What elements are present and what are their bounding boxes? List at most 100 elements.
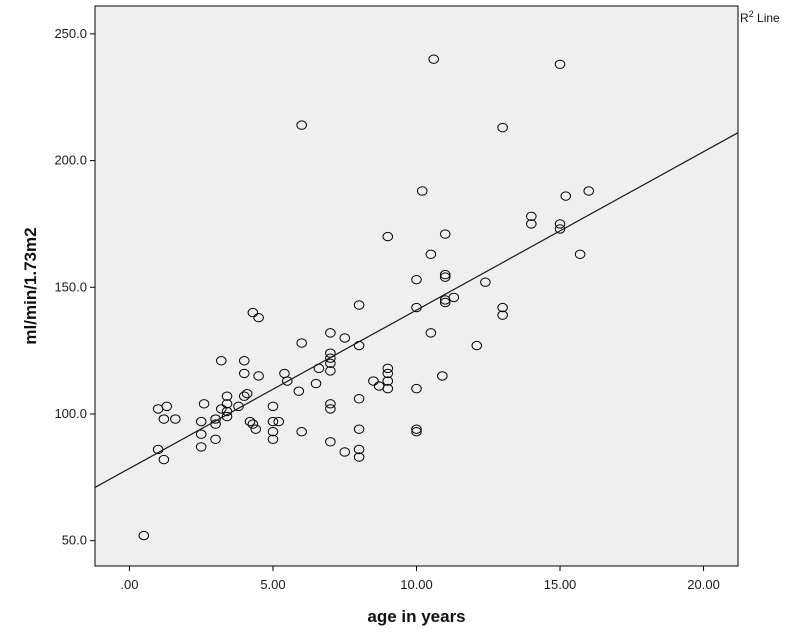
data-point	[325, 366, 336, 376]
y-tick-label: 200.0	[54, 153, 87, 168]
data-point	[325, 353, 336, 363]
data-point	[241, 388, 253, 399]
data-point	[161, 401, 173, 412]
data-point	[583, 186, 595, 196]
data-point	[425, 249, 437, 260]
data-point	[195, 429, 207, 439]
legend-prefix: R	[740, 11, 749, 25]
data-point	[416, 186, 428, 196]
data-point	[273, 416, 285, 427]
data-point	[439, 269, 451, 280]
data-point	[221, 391, 233, 401]
data-point	[325, 399, 336, 409]
y-axis-title: ml/min/1.73m2	[21, 227, 40, 344]
data-point	[574, 249, 586, 260]
data-point	[480, 277, 491, 287]
data-point	[382, 368, 394, 379]
data-point	[439, 229, 451, 239]
x-axis: .00 5.00 10.00 15.00 20.00	[120, 566, 720, 592]
data-point	[244, 416, 256, 427]
data-point	[195, 416, 207, 427]
x-tick-label: 15.00	[544, 577, 577, 592]
data-point	[216, 404, 227, 414]
data-point	[267, 416, 279, 427]
data-point	[448, 292, 460, 303]
data-point	[353, 444, 365, 455]
data-point	[439, 297, 451, 308]
data-point	[195, 442, 207, 452]
legend-r2-line: R2 Line	[740, 9, 780, 25]
data-point	[382, 363, 394, 374]
data-point	[138, 530, 150, 541]
data-point	[210, 434, 221, 445]
data-point	[282, 376, 293, 386]
x-tick-label: .00	[120, 577, 138, 592]
data-point	[353, 300, 365, 310]
data-point	[526, 211, 537, 222]
data-point	[170, 414, 181, 424]
data-point	[216, 356, 227, 366]
plot-area	[94, 5, 739, 567]
data-point	[267, 427, 279, 437]
y-tick-label: 50.0	[62, 533, 87, 548]
data-point	[382, 376, 394, 386]
y-tick-label: 100.0	[54, 406, 87, 421]
data-point	[497, 310, 508, 320]
data-point	[198, 399, 210, 409]
data-point	[382, 231, 394, 242]
data-point	[310, 378, 322, 389]
data-point	[253, 371, 264, 381]
data-point	[353, 424, 365, 434]
data-point	[339, 333, 351, 343]
x-tick-label: 20.00	[687, 577, 720, 592]
data-point	[437, 371, 448, 381]
data-point	[497, 302, 508, 313]
data-point	[471, 340, 483, 351]
data-point	[296, 120, 307, 130]
data-point	[253, 312, 264, 323]
data-point	[439, 272, 451, 282]
y-axis: 50.0 100.0 150.0 200.0 250.0	[54, 26, 95, 548]
data-point	[411, 424, 422, 434]
x-tick-label: 5.00	[260, 577, 285, 592]
data-point	[560, 191, 572, 201]
data-point	[293, 386, 305, 396]
data-point	[411, 427, 422, 437]
data-point	[250, 424, 262, 434]
legend-superscript: 2	[749, 9, 754, 19]
data-point	[158, 414, 170, 424]
y-tick-label: 150.0	[54, 279, 87, 294]
data-point	[233, 401, 244, 412]
data-point	[296, 338, 307, 348]
data-point	[247, 307, 259, 318]
data-point	[267, 401, 279, 412]
data-point	[325, 404, 336, 414]
data-point	[428, 54, 440, 64]
data-point	[238, 391, 250, 401]
data-point	[325, 358, 336, 368]
data-point	[382, 383, 394, 394]
data-point	[221, 399, 233, 409]
data-point	[368, 376, 379, 386]
data-point	[247, 419, 259, 429]
data-point	[238, 368, 250, 379]
data-point	[425, 328, 437, 338]
x-axis-title: age in years	[367, 607, 465, 626]
data-point	[526, 219, 537, 229]
data-point	[158, 454, 170, 465]
data-point	[411, 274, 422, 285]
x-tick-label: 10.00	[400, 577, 433, 592]
data-point	[554, 59, 566, 69]
data-point	[554, 224, 566, 234]
data-point	[267, 434, 279, 445]
legend-suffix: Line	[754, 11, 780, 25]
data-point	[210, 414, 221, 424]
data-point	[497, 122, 508, 133]
data-point	[554, 219, 566, 229]
data-point	[353, 452, 365, 462]
data-points	[138, 54, 595, 541]
data-point	[238, 356, 250, 366]
y-tick-label: 250.0	[54, 26, 87, 41]
data-point	[411, 383, 422, 394]
